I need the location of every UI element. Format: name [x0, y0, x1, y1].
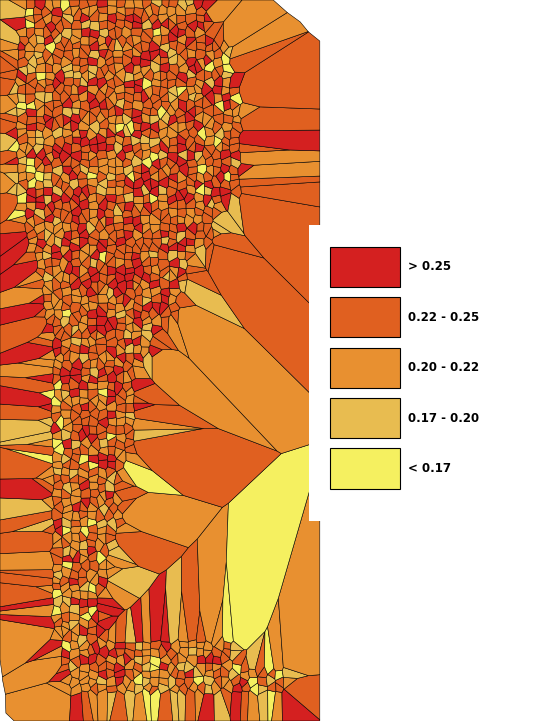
Bar: [330, 297, 400, 337]
Text: 0.20 - 0.22: 0.20 - 0.22: [408, 361, 479, 374]
Text: 0.22 - 0.25: 0.22 - 0.25: [408, 311, 479, 324]
Bar: [330, 398, 400, 438]
Bar: [330, 448, 400, 489]
Text: > 0.25: > 0.25: [408, 260, 451, 273]
Text: < 0.17: < 0.17: [408, 462, 451, 475]
Bar: [309, 225, 522, 521]
Bar: [330, 348, 400, 388]
Text: 0.17 - 0.20: 0.17 - 0.20: [408, 412, 479, 425]
Bar: [330, 247, 400, 287]
